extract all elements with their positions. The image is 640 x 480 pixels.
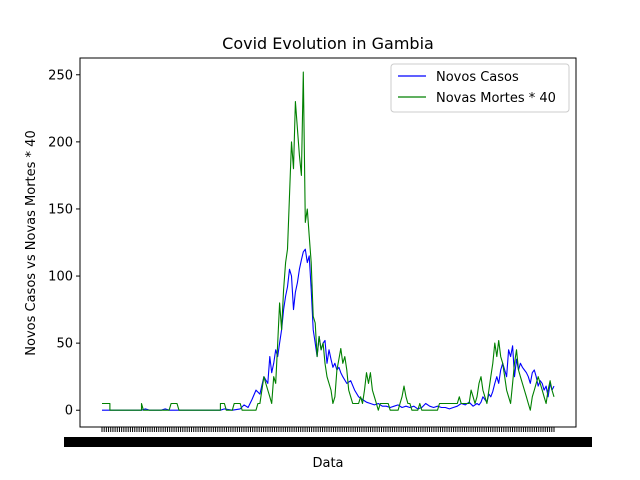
- legend: Novos Casos Novas Mortes * 40: [390, 63, 570, 113]
- y-ticks: 0 50 100 150 200 250: [48, 68, 80, 419]
- series-line-novos-casos: [102, 248, 555, 411]
- y-tick-label: 200: [48, 135, 73, 150]
- x-tick-labels-overlapping: [64, 437, 592, 447]
- legend-label-novas-mortes: Novas Mortes * 40: [436, 91, 556, 106]
- legend-label-novos-casos: Novos Casos: [436, 70, 519, 85]
- y-axis-label: Novos Casos vs Novas Mortes * 40: [24, 130, 39, 355]
- y-tick-label: 150: [48, 202, 73, 217]
- chart-title: Covid Evolution in Gambia: [222, 34, 434, 53]
- plot-frame: [79, 57, 577, 428]
- y-tick-label: 50: [56, 337, 73, 352]
- legend-frame: [390, 63, 570, 113]
- y-tick-label: 250: [48, 68, 73, 83]
- series-line-novas-mortes: [102, 71, 555, 411]
- y-tick-label: 0: [65, 404, 73, 419]
- x-tick-marks: [64, 427, 592, 447]
- x-axis-label: Data: [312, 456, 343, 471]
- y-tick-label: 100: [48, 270, 73, 285]
- plot-lines: [102, 71, 555, 411]
